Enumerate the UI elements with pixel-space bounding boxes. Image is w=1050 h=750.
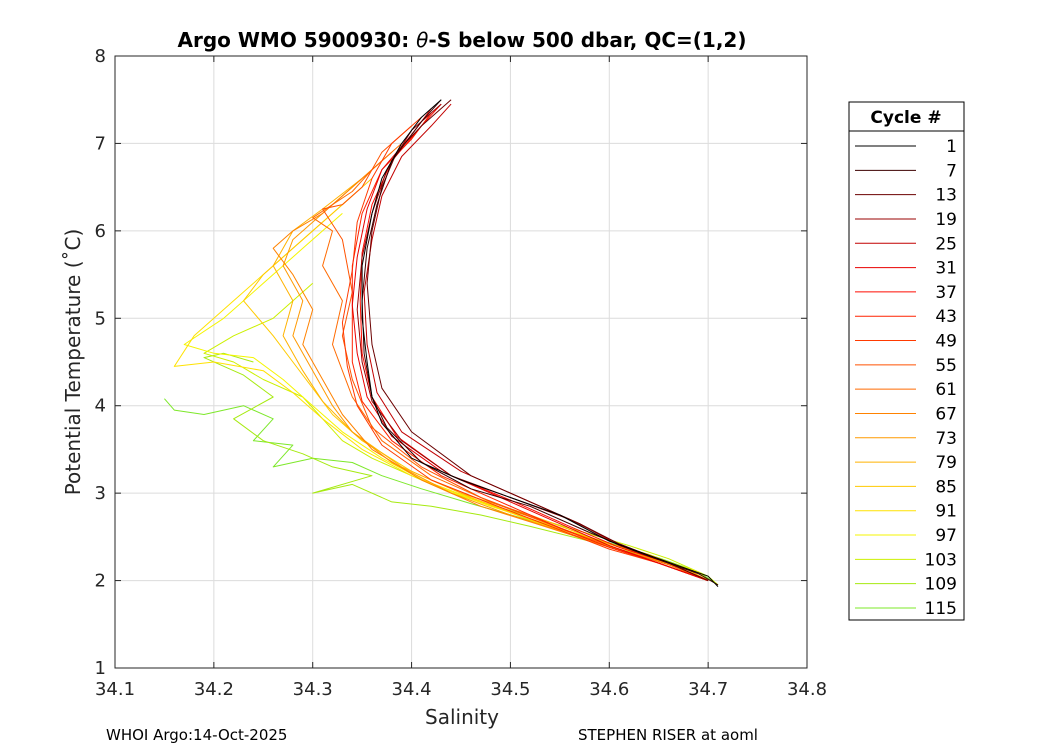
legend-label: 37 xyxy=(935,283,957,303)
axes-box xyxy=(114,55,808,669)
footer-date: WHOI Argo:14-Oct-2025 xyxy=(106,726,287,744)
x-tick-label: 34.6 xyxy=(589,679,629,700)
y-tick-label: 5 xyxy=(95,308,106,329)
x-tick-label: 34.2 xyxy=(194,679,234,700)
series-line-cycle-79 xyxy=(272,151,709,582)
x-tick-label: 34.8 xyxy=(787,679,827,700)
legend-label: 31 xyxy=(935,259,957,279)
legend-label: 7 xyxy=(946,161,957,181)
series-line-cycle-67 xyxy=(272,160,709,582)
x-tick-label: 34.5 xyxy=(490,679,530,700)
x-tick-label: 34.3 xyxy=(293,679,333,700)
series-line-cycle-25 xyxy=(363,103,709,582)
y-tick-label: 4 xyxy=(95,396,106,417)
y-tick-label: 8 xyxy=(95,46,106,67)
series-line-cycle-103 xyxy=(203,282,719,586)
legend-label: 1 xyxy=(946,137,957,157)
x-tick-label: 34.1 xyxy=(95,679,135,700)
legend-label: 19 xyxy=(935,210,957,230)
legend-label: 67 xyxy=(935,404,957,424)
legend-label: 91 xyxy=(935,502,957,522)
y-axis-label: Potential Temperature (˚C) xyxy=(61,229,85,496)
legend-label: 25 xyxy=(935,234,957,254)
legend-label: 79 xyxy=(935,453,957,473)
series-line-cycle-1 xyxy=(361,99,719,588)
x-axis-label: Salinity xyxy=(425,705,499,729)
legend-title: Cycle # xyxy=(870,108,941,128)
y-tick-label: 1 xyxy=(95,658,106,679)
series-line-cycle-43 xyxy=(351,112,709,582)
legend-label: 85 xyxy=(935,477,957,497)
ticks: 34.1 34.2 34.3 34.4 34.5 34.6 34.7 34.8 1 2 3 4 5 6 7 8 xyxy=(95,46,827,700)
chart-title: Argo WMO 5900930: θ-S below 500 dbar, QC… xyxy=(178,28,747,52)
legend-label: 43 xyxy=(935,307,957,327)
legend-label: 13 xyxy=(935,186,957,206)
legend-label: 49 xyxy=(935,332,957,352)
y-tick-label: 2 xyxy=(95,571,106,592)
legend-label: 55 xyxy=(935,356,957,376)
plot-area xyxy=(115,56,807,668)
x-tick-label: 34.7 xyxy=(688,679,728,700)
series-line-cycle-109 xyxy=(203,352,709,582)
y-tick-label: 6 xyxy=(95,221,106,242)
legend-label: 115 xyxy=(925,599,957,619)
legend-items: 1 7 13 19 25 31 37 43 49 55 61 67 73 79 85 91 97 103 109 11… xyxy=(855,137,957,619)
legend-label: 109 xyxy=(925,575,957,595)
legend-label: 97 xyxy=(935,526,957,546)
legend-label: 103 xyxy=(925,550,957,570)
legend: Cycle # 1 7 13 19 25 31 37 43 49 55 61 67 73 79 85 91 97… xyxy=(848,101,965,621)
series-line-cycle-49 xyxy=(341,116,709,582)
series-line-cycle-31 xyxy=(351,108,709,582)
series-line-cycle-13 xyxy=(366,99,709,582)
footer-credit: STEPHEN RISER at aoml xyxy=(578,726,758,744)
y-tick-label: 7 xyxy=(95,133,106,154)
chart-title-prefix: Argo WMO 5900930: xyxy=(178,28,417,52)
legend-label: 73 xyxy=(935,429,957,449)
y-tick-label: 3 xyxy=(95,483,106,504)
legend-label: 61 xyxy=(935,380,957,400)
series-layer xyxy=(164,99,719,588)
legend-box xyxy=(848,101,965,621)
chart-title-theta: θ xyxy=(416,28,428,52)
chart-title-suffix: -S below 500 dbar, QC=(1,2) xyxy=(428,28,746,52)
x-tick-label: 34.4 xyxy=(392,679,432,700)
